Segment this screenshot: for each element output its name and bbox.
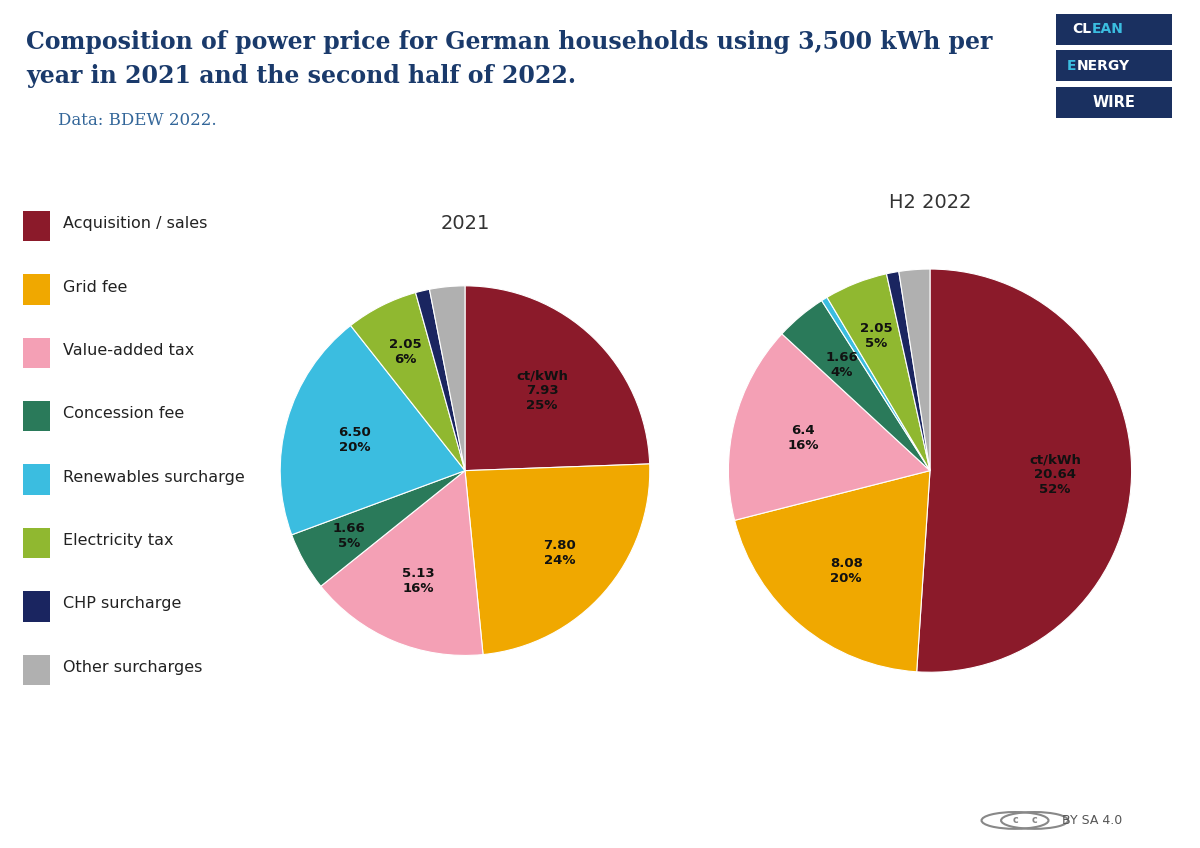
Text: Composition of power price for German households using 3,500 kWh per: Composition of power price for German ho… — [26, 30, 992, 53]
Wedge shape — [415, 289, 466, 471]
Text: 8.08
20%: 8.08 20% — [829, 557, 863, 585]
Text: Data: BDEW 2022.: Data: BDEW 2022. — [58, 112, 216, 129]
Text: 1.66
4%: 1.66 4% — [826, 351, 858, 379]
Text: 7.80
24%: 7.80 24% — [544, 539, 576, 567]
Title: 2021: 2021 — [440, 214, 490, 232]
Wedge shape — [281, 326, 466, 535]
Wedge shape — [320, 471, 484, 656]
Text: EAN: EAN — [1092, 22, 1123, 36]
Text: c: c — [1012, 816, 1018, 825]
Text: ct/kWh
7.93
25%: ct/kWh 7.93 25% — [516, 370, 568, 412]
Wedge shape — [822, 298, 930, 471]
Text: WIRE: WIRE — [1093, 95, 1135, 110]
FancyBboxPatch shape — [1056, 14, 1172, 44]
Wedge shape — [734, 471, 930, 672]
Bar — [23, 527, 50, 558]
Wedge shape — [430, 286, 466, 471]
Bar — [23, 591, 50, 622]
Wedge shape — [827, 274, 930, 471]
Text: year in 2021 and the second half of 2022.: year in 2021 and the second half of 2022… — [26, 64, 576, 87]
Text: NERGY: NERGY — [1076, 59, 1129, 73]
Bar — [23, 401, 50, 432]
Bar — [23, 655, 50, 685]
Text: Electricity tax: Electricity tax — [62, 533, 173, 548]
Text: E: E — [1067, 59, 1076, 73]
Text: Other surcharges: Other surcharges — [62, 660, 202, 675]
Text: Renewables surcharge: Renewables surcharge — [62, 470, 245, 485]
Wedge shape — [728, 334, 930, 521]
Text: CHP surcharge: CHP surcharge — [62, 596, 181, 611]
Text: ct/kWh
20.64
52%: ct/kWh 20.64 52% — [1028, 454, 1081, 496]
Text: 2.05
6%: 2.05 6% — [389, 338, 421, 366]
FancyBboxPatch shape — [1056, 86, 1172, 118]
Wedge shape — [917, 269, 1132, 672]
Text: 1.66
5%: 1.66 5% — [332, 522, 366, 550]
Wedge shape — [782, 300, 930, 471]
Title: H2 2022: H2 2022 — [889, 192, 971, 211]
Wedge shape — [350, 293, 466, 471]
Text: c: c — [1032, 816, 1038, 825]
Text: Value-added tax: Value-added tax — [62, 343, 194, 358]
Text: 6.4
16%: 6.4 16% — [787, 425, 818, 453]
Wedge shape — [292, 471, 466, 586]
Bar — [23, 211, 50, 241]
Bar — [23, 275, 50, 304]
Text: 6.50
20%: 6.50 20% — [338, 426, 371, 454]
Text: 5.13
16%: 5.13 16% — [402, 567, 434, 595]
Text: CL: CL — [1073, 22, 1092, 36]
Text: BY SA 4.0: BY SA 4.0 — [1062, 814, 1122, 827]
Text: Grid fee: Grid fee — [62, 280, 127, 294]
Text: 2.05
5%: 2.05 5% — [860, 321, 893, 349]
FancyBboxPatch shape — [1056, 50, 1172, 81]
Text: Acquisition / sales: Acquisition / sales — [62, 216, 208, 232]
Bar — [23, 338, 50, 368]
Wedge shape — [466, 464, 649, 655]
Wedge shape — [899, 269, 930, 471]
Wedge shape — [464, 286, 649, 471]
Bar — [23, 465, 50, 495]
Text: Concession fee: Concession fee — [62, 406, 184, 421]
Wedge shape — [887, 271, 930, 471]
